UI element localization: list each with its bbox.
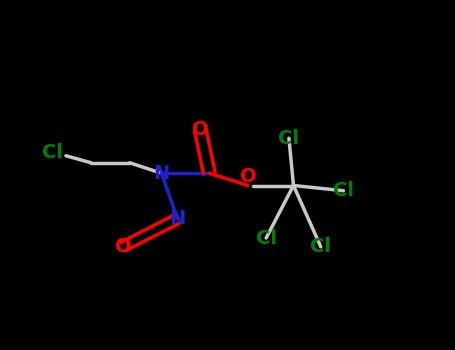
Text: O: O xyxy=(240,167,256,186)
Text: Cl: Cl xyxy=(42,143,63,162)
Text: Cl: Cl xyxy=(333,181,354,200)
Text: Cl: Cl xyxy=(278,129,299,148)
Text: Cl: Cl xyxy=(256,229,277,247)
Text: O: O xyxy=(115,237,131,256)
Text: Cl: Cl xyxy=(310,237,331,256)
Text: N: N xyxy=(153,164,170,183)
Text: O: O xyxy=(192,120,208,139)
Text: N: N xyxy=(169,209,186,228)
